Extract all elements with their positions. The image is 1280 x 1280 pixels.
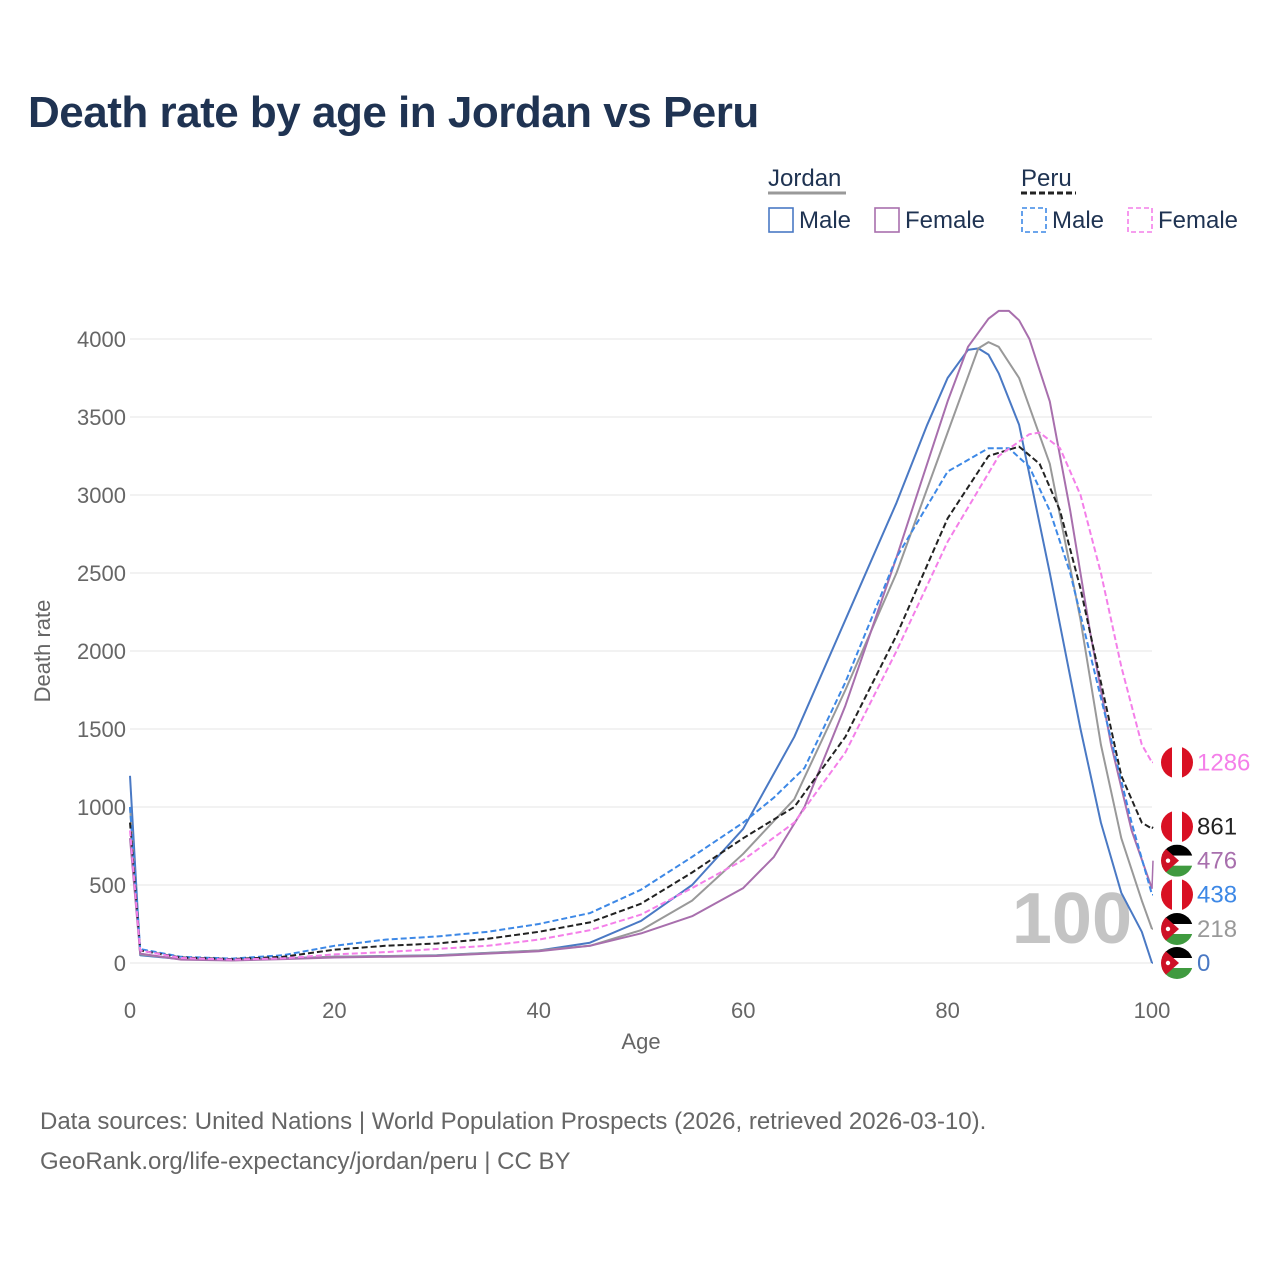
end-value-label: 861	[1197, 814, 1237, 841]
legend-swatch-peru-female	[1127, 207, 1153, 233]
jordan-flag-icon	[1161, 844, 1193, 877]
legend-group-peru: Peru	[1021, 165, 1072, 192]
legend-label: Male	[1052, 207, 1104, 234]
y-tick-label: 1500	[77, 717, 126, 742]
jordan-flag-icon	[1161, 947, 1193, 979]
legend-swatch-jordan-male	[768, 207, 794, 233]
end-value-label: 438	[1197, 882, 1237, 909]
end-value-label: 476	[1197, 848, 1237, 875]
y-axis-label: Death rate	[30, 600, 55, 703]
series-line-peru-male	[129, 447, 1153, 960]
y-tick-label: 3500	[77, 405, 126, 430]
series-line-peru-female	[129, 431, 1153, 961]
legend-label: Male	[799, 207, 851, 234]
y-tick-label: 3000	[77, 483, 126, 508]
attribution-link[interactable]: GeoRank.org/life-expectancy/jordan/peru …	[40, 1148, 571, 1175]
x-tick-label: 100	[1134, 998, 1171, 1023]
end-connector	[1151, 826, 1154, 830]
y-tick-label: 1000	[77, 795, 126, 820]
jordan-flag-icon	[1161, 912, 1193, 945]
y-tick-label: 500	[89, 873, 126, 898]
end-connector	[1151, 860, 1154, 889]
series-line-jordan-male	[129, 347, 1153, 964]
series-line-jordan-female	[129, 309, 1153, 962]
y-tick-label: 0	[114, 951, 126, 976]
peru-flag-icon	[1161, 878, 1193, 911]
legend-group-jordan: Jordan	[768, 165, 841, 192]
x-tick-label: 40	[527, 998, 551, 1023]
peru-flag-icon	[1161, 810, 1193, 843]
legend-label: Female	[905, 207, 985, 234]
x-axis-label: Age	[621, 1029, 660, 1054]
y-tick-label: 4000	[77, 327, 126, 352]
end-value-label: 218	[1197, 916, 1237, 943]
legend-swatch-jordan-female	[874, 207, 900, 233]
end-value-label: 1286	[1197, 749, 1250, 776]
y-tick-label: 2000	[77, 639, 126, 664]
x-tick-label: 0	[124, 998, 136, 1023]
legend-swatch-peru-male	[1021, 207, 1047, 233]
peru-flag-icon	[1161, 746, 1193, 779]
x-tick-label: 60	[731, 998, 755, 1023]
x-tick-label: 80	[935, 998, 959, 1023]
x-tick-label: 20	[322, 998, 346, 1023]
end-value-label: 0	[1197, 950, 1210, 977]
legend-label: Female	[1158, 207, 1238, 234]
year-watermark: 100	[1012, 879, 1132, 959]
y-tick-label: 2500	[77, 561, 126, 586]
chart-title: Death rate by age in Jordan vs Peru	[28, 88, 759, 137]
data-source-text: Data sources: United Nations | World Pop…	[40, 1108, 987, 1135]
series-line-peru-both	[129, 445, 1153, 961]
